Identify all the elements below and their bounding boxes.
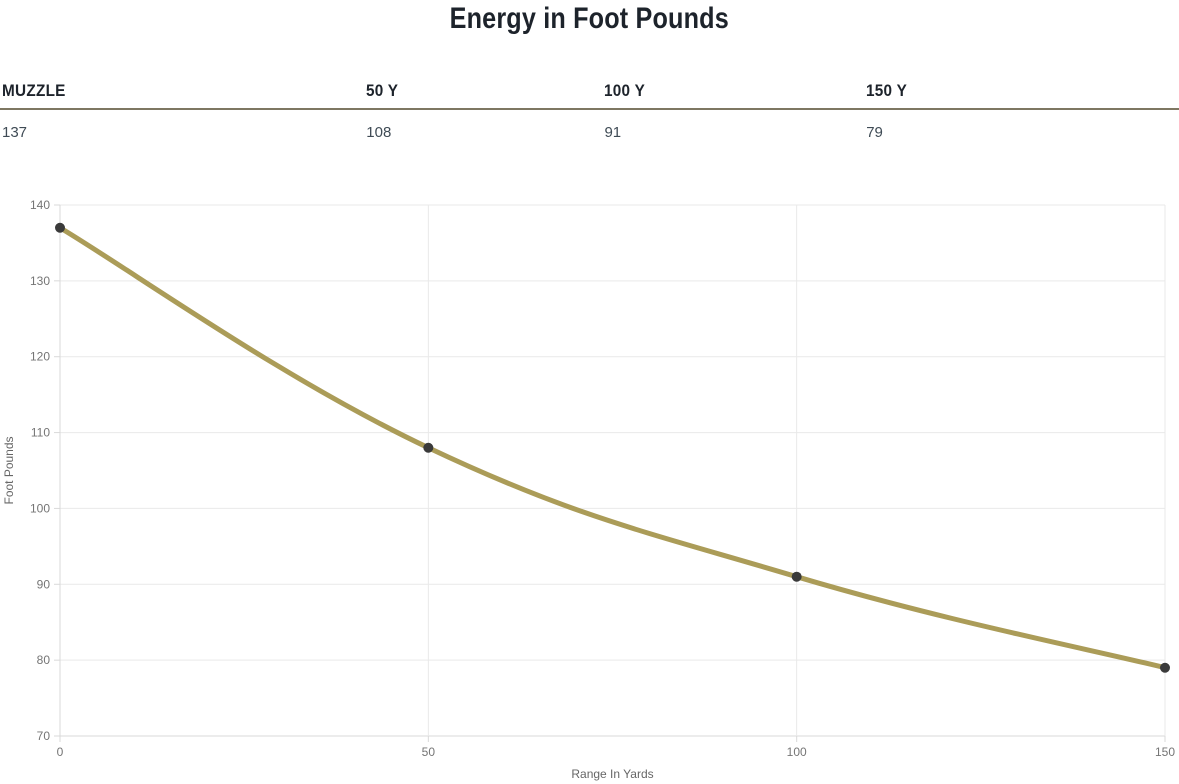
- energy-line-chart-canvas[interactable]: 70 80 90 100 110 120 130 140 0 50 100 150 Range In Y…: [0, 190, 1179, 784]
- table-value-row: 137 108 91 79: [0, 109, 1179, 143]
- y-axis-title: Foot Pounds: [2, 436, 16, 504]
- x-tick-label: 100: [787, 745, 807, 759]
- table-value-muzzle: 137: [2, 124, 28, 141]
- y-tick-label: 110: [31, 426, 50, 440]
- table-value-100y: 91: [604, 124, 622, 141]
- x-axis-title: Range In Yards: [571, 767, 653, 781]
- energy-series-line: [57, 225, 1168, 671]
- y-tick-label: 140: [30, 198, 50, 212]
- y-tick-label: 130: [30, 274, 50, 288]
- energy-line-chart[interactable]: 70 80 90 100 110 120 130 140 0 50 100 150 Range In Y…: [0, 190, 1179, 784]
- page-title: Energy in Foot Pounds: [0, 0, 1179, 36]
- data-point-marker[interactable]: [423, 442, 434, 453]
- energy-table-header: MUZZLE 50 Y 100 Y 150 Y: [0, 82, 1179, 110]
- table-header-50y: 50 Y: [364, 82, 603, 110]
- energy-table-body: 137 108 91 79: [0, 109, 1179, 143]
- table-header-muzzle: MUZZLE: [0, 82, 365, 110]
- data-point-marker[interactable]: [55, 222, 65, 233]
- table-header-100y: 100 Y: [602, 82, 865, 110]
- x-tick-label: 0: [57, 745, 64, 759]
- table-header-row: MUZZLE 50 Y 100 Y 150 Y: [0, 82, 1179, 110]
- x-tick-label: 50: [422, 745, 436, 759]
- page-title-text: Energy in Foot Pounds: [449, 2, 730, 35]
- y-tick-label: 80: [37, 653, 51, 667]
- y-tick-label: 70: [37, 729, 51, 743]
- data-point-marker[interactable]: [791, 571, 802, 582]
- y-tick-label: 90: [37, 577, 51, 591]
- data-point-marker[interactable]: [1160, 662, 1170, 673]
- table-value-150y: 79: [866, 124, 883, 141]
- x-tick-label: 150: [1155, 745, 1175, 759]
- table-value-50y: 108: [366, 124, 392, 141]
- y-tick-label: 100: [30, 501, 50, 515]
- table-header-150y: 150 Y: [864, 82, 1179, 110]
- energy-table: MUZZLE 50 Y 100 Y 150 Y 137 108 91 79: [0, 82, 1179, 143]
- y-tick-label: 120: [30, 350, 50, 364]
